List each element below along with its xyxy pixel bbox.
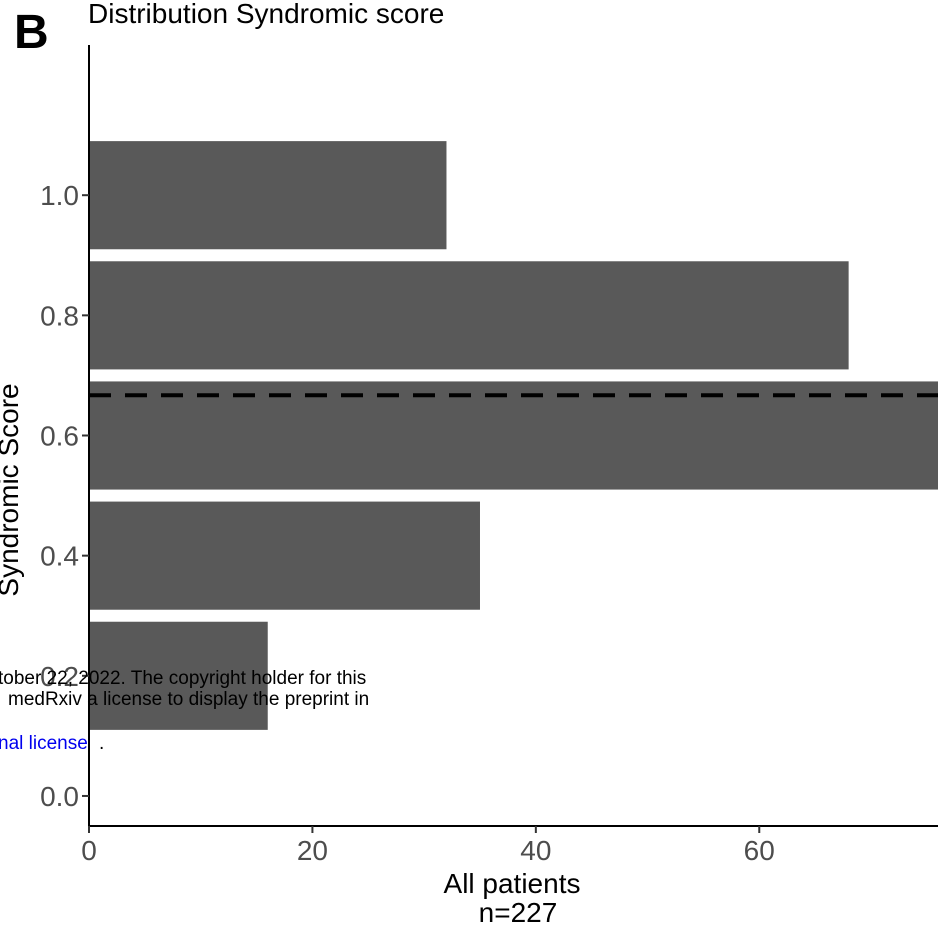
bars-group bbox=[89, 141, 938, 730]
y-axis-label: Syndromic Score bbox=[0, 383, 24, 596]
x-tick-label: 40 bbox=[520, 835, 551, 866]
overlay-text-line1: tober 22, 2022. The copyright holder for… bbox=[0, 668, 366, 689]
license-link[interactable]: nal license bbox=[0, 733, 88, 754]
bar-0-2 bbox=[89, 621, 268, 730]
bar-1 bbox=[89, 141, 447, 250]
bar-0-4 bbox=[89, 501, 480, 610]
y-tick-label-partial: 0.2 bbox=[40, 661, 79, 692]
y-tick-label: 0.8 bbox=[40, 300, 79, 331]
overlay-text-line3-tail: . bbox=[99, 733, 104, 754]
y-tick-label: 1.0 bbox=[40, 180, 79, 211]
chart-title: Distribution Syndromic score bbox=[88, 0, 444, 29]
overlay-text-line2: medRxiv a license to display the preprin… bbox=[8, 689, 369, 710]
x-tick-label: 20 bbox=[297, 835, 328, 866]
x-tick-label: 60 bbox=[744, 835, 775, 866]
bar-0-6 bbox=[89, 381, 938, 490]
y-ticks-group: 0.0 0.4 0.6 0.8 1.0 0.2 bbox=[40, 180, 89, 812]
x-axis-label: All patients bbox=[444, 868, 581, 899]
x-axis-sublabel: n=227 bbox=[479, 897, 558, 925]
x-tick-label: 0 bbox=[81, 835, 97, 866]
x-ticks-group: 0 20 40 60 bbox=[81, 826, 775, 866]
bar-0-8 bbox=[89, 261, 849, 370]
y-tick-label: 0.4 bbox=[40, 541, 79, 572]
y-tick-label: 0.6 bbox=[40, 421, 79, 452]
y-tick-label: 0.0 bbox=[40, 781, 79, 812]
panel-letter: B bbox=[14, 6, 49, 59]
